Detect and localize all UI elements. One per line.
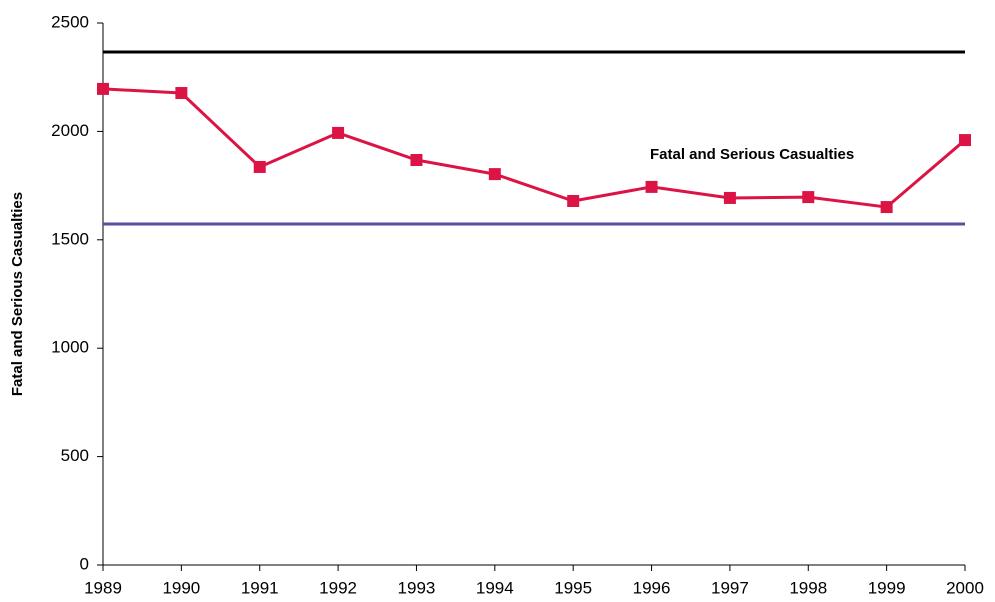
y-tick-label: 1000 bbox=[51, 338, 89, 357]
marker bbox=[645, 180, 658, 193]
marker bbox=[175, 87, 188, 100]
x-tick-label: 1996 bbox=[633, 578, 671, 597]
x-tick-label: 1993 bbox=[398, 578, 436, 597]
x-tick-label: 1997 bbox=[711, 578, 749, 597]
x-tick-label: 2000 bbox=[946, 578, 984, 597]
marker bbox=[880, 201, 893, 214]
marker bbox=[332, 126, 345, 139]
x-tick-label: 1989 bbox=[84, 578, 122, 597]
marker bbox=[959, 134, 971, 147]
y-tick-label: 500 bbox=[61, 446, 89, 465]
marker bbox=[802, 191, 815, 204]
x-tick-label: 1990 bbox=[162, 578, 200, 597]
marker bbox=[488, 168, 501, 181]
series-line bbox=[102, 87, 966, 209]
y-tick-label: 1500 bbox=[51, 229, 89, 248]
marker bbox=[97, 82, 109, 95]
x-tick-label: 1995 bbox=[554, 578, 592, 597]
x-tick-label: 1999 bbox=[868, 578, 906, 597]
x-tick-label: 1998 bbox=[789, 578, 827, 597]
marker bbox=[253, 160, 266, 173]
series-label: Fatal and Serious Casualties bbox=[650, 146, 854, 163]
marker bbox=[410, 154, 423, 167]
y-tick-label: 2000 bbox=[51, 121, 89, 140]
x-tick-label: 1994 bbox=[476, 578, 514, 597]
y-tick-label: 2500 bbox=[51, 12, 89, 31]
y-axis-label: Fatal and Serious Casualties bbox=[9, 192, 26, 396]
marker bbox=[723, 191, 736, 204]
y-tick-label: 0 bbox=[80, 554, 89, 573]
x-tick-label: 1992 bbox=[319, 578, 357, 597]
x-tick-label: 1991 bbox=[241, 578, 279, 597]
marker bbox=[567, 194, 580, 207]
